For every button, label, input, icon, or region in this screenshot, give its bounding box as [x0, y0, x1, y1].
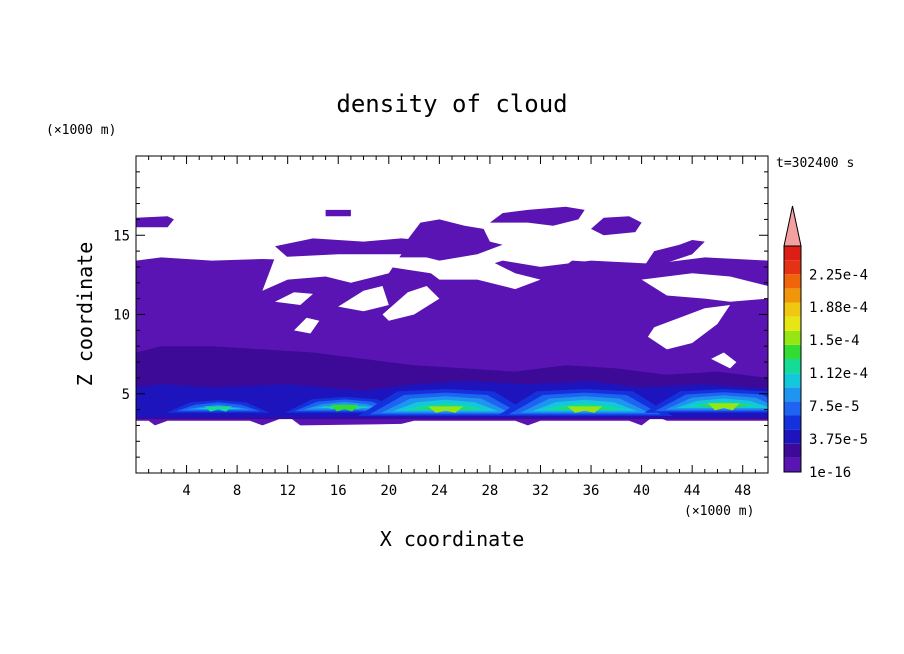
colorbar-swatch [784, 302, 801, 317]
x-tick-label: 44 [684, 483, 701, 499]
colorbar-swatch [784, 274, 801, 289]
y-tick-label: 10 [113, 308, 130, 324]
x-tick-label: 12 [279, 483, 296, 499]
cloud-gap [647, 305, 731, 350]
x-tick-label: 8 [233, 483, 241, 499]
cloud-patch [136, 216, 174, 228]
cloud-gap [338, 286, 389, 312]
cloud-patch [325, 209, 351, 217]
colorbar-swatch [784, 457, 801, 472]
x-tick-label: 16 [330, 483, 347, 499]
x-tick-label: 28 [481, 483, 498, 499]
colorbar-swatch [784, 429, 801, 444]
colorbar-swatch [784, 246, 801, 261]
convective-core [330, 404, 359, 412]
x-tick-label: 48 [734, 483, 751, 499]
colorbar-swatch [784, 387, 801, 402]
y-ticks: 5 10 15 [113, 171, 768, 458]
cloud-gap [294, 317, 320, 334]
colorbar-label: 3.75e-5 [809, 432, 868, 448]
x-tick-label: 32 [532, 483, 549, 499]
colorbar: 1e-16 3.75e-5 7.5e-5 1.12e-4 1.5e-4 1.88e-4 2.… [783, 205, 868, 481]
y-axis-label: Z coordinate [73, 242, 97, 387]
cloud-patch [275, 238, 446, 258]
y-tick-label: 15 [113, 228, 130, 244]
x-tick-label: 36 [583, 483, 600, 499]
colorbar-extend-arrow [783, 205, 802, 247]
x-tick-label: 4 [182, 483, 190, 499]
convective-core [204, 406, 233, 412]
colorbar-swatch [784, 415, 801, 430]
cloud-patch [401, 219, 503, 261]
convective-core [707, 403, 740, 411]
convective-core [567, 406, 603, 413]
x-tick-label: 20 [380, 483, 397, 499]
cloud-gap [711, 352, 737, 369]
cloud-patch [641, 240, 705, 271]
colorbar-swatch [784, 373, 801, 388]
x-tick-label: 24 [431, 483, 448, 499]
cloud-gap [426, 260, 541, 290]
colorbar-label: 1.12e-4 [809, 366, 868, 382]
cloud-patch [559, 260, 598, 277]
cloud-gap [275, 292, 313, 305]
x-tick-label: 40 [633, 483, 650, 499]
chart-title: density of cloud [336, 90, 567, 118]
colorbar-swatch [784, 359, 801, 374]
cloud-gap [641, 273, 768, 302]
colorbar-swatch [784, 330, 801, 345]
colorbar-label: 1e-16 [809, 465, 851, 481]
convective-core [428, 406, 464, 413]
time-label: t=302400 s [776, 156, 854, 171]
colorbar-label: 1.5e-4 [809, 333, 860, 349]
y-unit-label: (×1000 m) [46, 123, 116, 138]
cloud-density-field [136, 206, 768, 426]
convective-core [194, 407, 242, 410]
cloud-gap [262, 254, 402, 291]
x-ticks: 4 8 12 16 20 24 28 32 36 40 44 48 [148, 156, 756, 499]
x-axis-label: X coordinate [380, 527, 525, 551]
cloud-patch [591, 216, 642, 236]
cloud-gap [382, 286, 440, 321]
cloud-patch [489, 206, 585, 226]
colorbar-label: 2.25e-4 [809, 267, 868, 283]
y-tick-label: 5 [122, 387, 130, 403]
colorbar-swatch [784, 344, 801, 359]
colorbar-label: 7.5e-5 [809, 399, 860, 415]
colorbar-swatch [784, 288, 801, 303]
x-unit-label: (×1000 m) [684, 504, 754, 519]
colorbar-swatch [784, 260, 801, 275]
colorbar-label: 1.88e-4 [809, 300, 868, 316]
colorbar-swatch [784, 401, 801, 416]
colorbar-swatch [784, 443, 801, 458]
colorbar-swatch [784, 316, 801, 331]
